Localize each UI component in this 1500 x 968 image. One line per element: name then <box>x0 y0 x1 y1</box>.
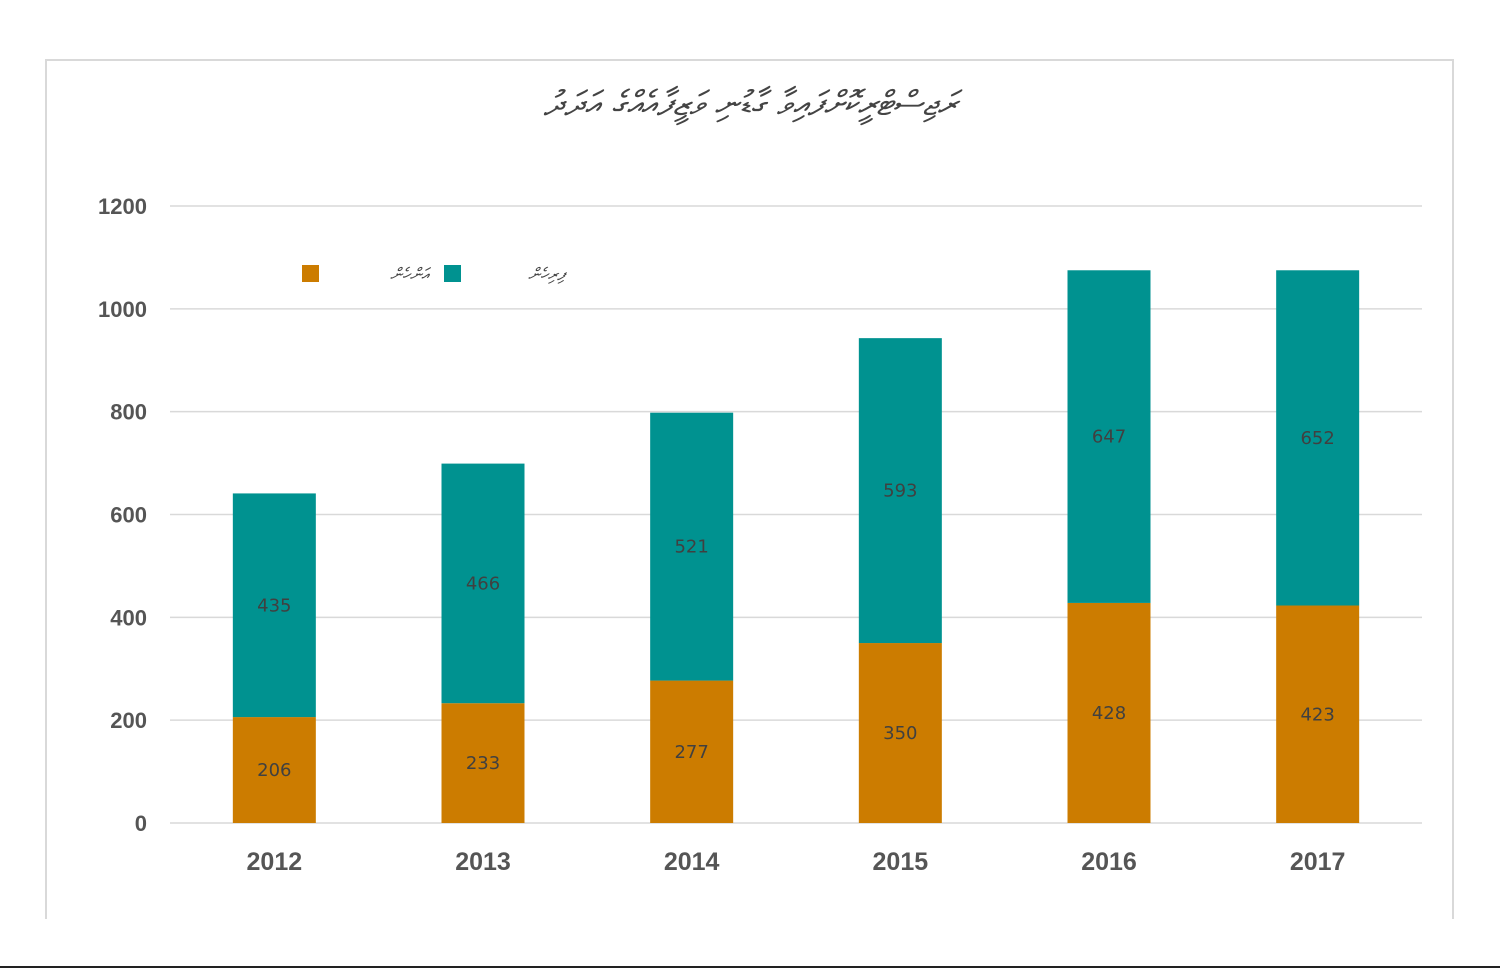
chart-title: ރަޖިސްޓްރީކޮށްފައިވާ ގާޑުނި ވަޒީފާއެއްގެ… <box>543 84 957 124</box>
data-label: 652 <box>1300 428 1334 449</box>
bar-2015-series-1 <box>858 338 942 644</box>
x-tick-label: 2017 <box>1290 848 1346 876</box>
data-label: 435 <box>257 595 291 616</box>
bar-2012-series-1 <box>232 493 316 718</box>
y-tick-label: 400 <box>110 605 147 630</box>
data-label: 466 <box>466 573 500 594</box>
data-label: 593 <box>883 481 917 502</box>
bar-2017-series-1 <box>1276 270 1360 606</box>
bar-2017-series-0 <box>1276 605 1360 823</box>
x-tick-label: 2012 <box>247 848 303 876</box>
y-axis: 0 200 400 600 800 1000 1200 <box>98 194 147 836</box>
gridlines <box>170 205 1422 824</box>
bar-2013-series-1 <box>441 463 525 704</box>
bar-2016-series-0 <box>1067 602 1151 823</box>
bar-2013-series-0 <box>441 703 525 823</box>
y-tick-label: 800 <box>110 400 147 425</box>
data-label: 423 <box>1300 704 1334 725</box>
x-tick-label: 2013 <box>455 848 511 876</box>
bars <box>232 270 1360 823</box>
bar-2014-series-0 <box>650 680 734 823</box>
x-tick-label: 2016 <box>1081 848 1137 876</box>
data-label: 277 <box>674 742 708 763</box>
y-tick-label: 0 <box>135 811 147 836</box>
data-label: 521 <box>674 537 708 558</box>
data-label: 647 <box>1092 427 1126 448</box>
legend-label: ފިރިހެން <box>528 265 567 285</box>
data-label: 350 <box>883 723 917 744</box>
data-labels: 206 435 233 466 277 521 350 593 428 647 423 652 <box>257 427 1335 781</box>
x-axis: 2012 2013 2014 2015 2016 2017 <box>247 848 1346 876</box>
x-tick-label: 2015 <box>873 848 929 876</box>
bottom-border <box>0 966 1500 968</box>
data-label: 206 <box>257 760 291 781</box>
bar-2016-series-1 <box>1067 270 1151 603</box>
legend-swatch <box>302 265 319 282</box>
bar-2014-series-1 <box>650 412 734 681</box>
data-label: 428 <box>1092 703 1126 724</box>
y-tick-label: 600 <box>110 503 147 528</box>
bar-2015-series-0 <box>858 643 942 823</box>
x-tick-label: 2014 <box>664 848 720 876</box>
legend-label: އަންހެން <box>390 265 432 285</box>
y-tick-label: 1200 <box>98 194 147 219</box>
legend: އަންހެން ފިރިހެން <box>302 265 567 285</box>
y-tick-label: 1000 <box>98 297 147 322</box>
data-label: 233 <box>466 753 500 774</box>
legend-swatch <box>444 265 461 282</box>
y-tick-label: 200 <box>110 708 147 733</box>
bar-2012-series-0 <box>232 717 316 823</box>
